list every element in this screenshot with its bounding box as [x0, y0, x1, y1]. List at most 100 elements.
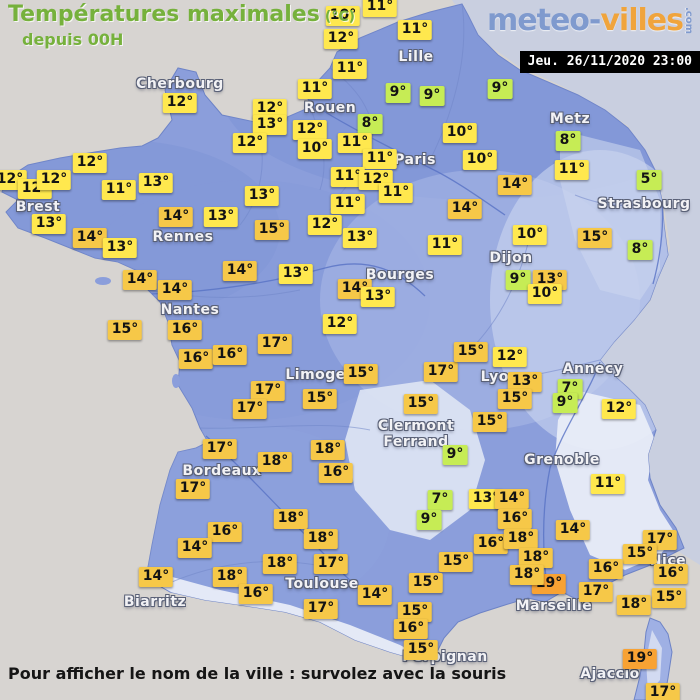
- temp-badge[interactable]: 17°: [175, 479, 211, 499]
- temp-badge[interactable]: 12°: [322, 314, 358, 334]
- temp-badge[interactable]: 11°: [330, 167, 366, 187]
- temp-badge[interactable]: 18°: [616, 595, 652, 615]
- temp-badge[interactable]: 8°: [357, 114, 383, 134]
- temp-badge[interactable]: 15°: [343, 364, 379, 384]
- temp-badge[interactable]: 13°: [468, 489, 504, 509]
- temp-badge[interactable]: 15°: [622, 544, 658, 564]
- temp-badge[interactable]: 12°: [323, 29, 359, 49]
- temp-badge[interactable]: 14°: [447, 199, 483, 219]
- meteo-villes-logo[interactable]: meteo-villes .com: [487, 3, 694, 38]
- temp-badge[interactable]: 11°: [297, 79, 333, 99]
- temp-badge[interactable]: 10°: [325, 6, 361, 26]
- temp-badge[interactable]: 15°: [438, 552, 474, 572]
- temp-badge[interactable]: 13°: [138, 173, 174, 193]
- temp-badge[interactable]: 9°: [419, 86, 445, 106]
- temp-badge[interactable]: 18°: [509, 565, 545, 585]
- temp-badge[interactable]: 16°: [318, 463, 354, 483]
- temp-badge[interactable]: 14°: [158, 207, 194, 227]
- temp-badge[interactable]: 10°: [462, 150, 498, 170]
- temp-badge[interactable]: 12°: [252, 99, 288, 119]
- temp-badge[interactable]: 13°: [507, 372, 543, 392]
- temp-badge[interactable]: 11°: [378, 183, 414, 203]
- temp-badge[interactable]: 13°: [31, 214, 67, 234]
- temp-badge[interactable]: 18°: [303, 529, 339, 549]
- temp-badge[interactable]: 15°: [397, 602, 433, 622]
- temp-badge[interactable]: 9°: [487, 79, 513, 99]
- temp-badge[interactable]: 16°: [588, 559, 624, 579]
- temp-badge[interactable]: 8°: [555, 131, 581, 151]
- temp-badge[interactable]: 9°: [505, 270, 531, 290]
- temp-badge[interactable]: 12°: [36, 170, 72, 190]
- temp-badge[interactable]: 17°: [423, 362, 459, 382]
- temp-badge[interactable]: 16°: [653, 564, 689, 584]
- temp-badge[interactable]: 18°: [310, 440, 346, 460]
- temp-badge[interactable]: 19°: [622, 649, 658, 669]
- temp-badge[interactable]: 17°: [303, 599, 339, 619]
- temp-badge[interactable]: 15°: [408, 573, 444, 593]
- temp-badge[interactable]: 16°: [207, 522, 243, 542]
- temp-badge[interactable]: 10°: [297, 139, 333, 159]
- temp-badge[interactable]: 16°: [473, 534, 509, 554]
- temp-badge[interactable]: 12°: [72, 153, 108, 173]
- temp-badge[interactable]: 14°: [72, 228, 108, 248]
- temp-badge[interactable]: 12°: [307, 215, 343, 235]
- temp-badge[interactable]: 14°: [497, 175, 533, 195]
- temp-badge[interactable]: 13°: [203, 207, 239, 227]
- temp-badge[interactable]: 11°: [554, 160, 590, 180]
- temp-badge[interactable]: 7°: [427, 490, 453, 510]
- temp-badge[interactable]: 11°: [362, 0, 398, 17]
- temp-badge[interactable]: 14°: [157, 280, 193, 300]
- temp-badge[interactable]: 11°: [590, 474, 626, 494]
- temp-badge[interactable]: 15°: [651, 588, 687, 608]
- temp-badge[interactable]: 11°: [397, 20, 433, 40]
- temp-badge[interactable]: 17°: [202, 439, 238, 459]
- temp-badge[interactable]: 18°: [518, 548, 554, 568]
- temp-badge[interactable]: 14°: [494, 489, 530, 509]
- temp-badge[interactable]: 18°: [257, 452, 293, 472]
- temp-badge[interactable]: 11°: [362, 149, 398, 169]
- temp-badge[interactable]: 8°: [627, 240, 653, 260]
- temp-badge[interactable]: 11°: [101, 180, 137, 200]
- temp-badge[interactable]: 14°: [177, 538, 213, 558]
- temp-badge[interactable]: 13°: [360, 287, 396, 307]
- temp-badge[interactable]: 13°: [252, 115, 288, 135]
- temp-badge[interactable]: 14°: [222, 261, 258, 281]
- temp-badge[interactable]: 13°: [342, 228, 378, 248]
- temp-badge[interactable]: 10°: [442, 123, 478, 143]
- temp-badge[interactable]: 9°: [385, 83, 411, 103]
- temp-badge[interactable]: 16°: [212, 345, 248, 365]
- temp-badge[interactable]: 12°: [492, 347, 528, 367]
- temp-badge[interactable]: 15°: [453, 342, 489, 362]
- temp-badge[interactable]: 15°: [577, 228, 613, 248]
- temp-badge[interactable]: 11°: [332, 59, 368, 79]
- temp-badge[interactable]: 14°: [122, 270, 158, 290]
- temp-badge[interactable]: 12°: [601, 399, 637, 419]
- temp-badge[interactable]: 15°: [403, 640, 439, 660]
- temp-badge[interactable]: 13°: [244, 186, 280, 206]
- temp-badge[interactable]: 17°: [578, 582, 614, 602]
- temp-badge[interactable]: 11°: [337, 133, 373, 153]
- temp-badge[interactable]: 12°: [162, 93, 198, 113]
- temp-badge[interactable]: 13°: [278, 264, 314, 284]
- temp-badge[interactable]: 17°: [250, 381, 286, 401]
- temp-badge[interactable]: 5°: [636, 170, 662, 190]
- temp-badge[interactable]: 12°: [292, 120, 328, 140]
- temp-badge[interactable]: 10°: [512, 225, 548, 245]
- temp-badge[interactable]: 14°: [555, 520, 591, 540]
- temp-badge[interactable]: 14°: [138, 567, 174, 587]
- temp-badge[interactable]: 15°: [472, 412, 508, 432]
- temp-badge[interactable]: 15°: [403, 394, 439, 414]
- temp-badge[interactable]: 15°: [497, 389, 533, 409]
- temp-badge[interactable]: 18°: [212, 567, 248, 587]
- temp-badge[interactable]: 11°: [427, 235, 463, 255]
- temp-badge[interactable]: 16°: [178, 349, 214, 369]
- temp-badge[interactable]: 16°: [167, 320, 203, 340]
- temp-badge[interactable]: 18°: [503, 529, 539, 549]
- temp-badge[interactable]: 17°: [232, 399, 268, 419]
- temp-badge[interactable]: 14°: [357, 585, 393, 605]
- temp-badge[interactable]: 17°: [645, 683, 681, 700]
- temp-badge[interactable]: 9°: [442, 445, 468, 465]
- temp-badge[interactable]: 10°: [527, 284, 563, 304]
- temp-badge[interactable]: 16°: [238, 584, 274, 604]
- temp-badge[interactable]: 18°: [262, 554, 298, 574]
